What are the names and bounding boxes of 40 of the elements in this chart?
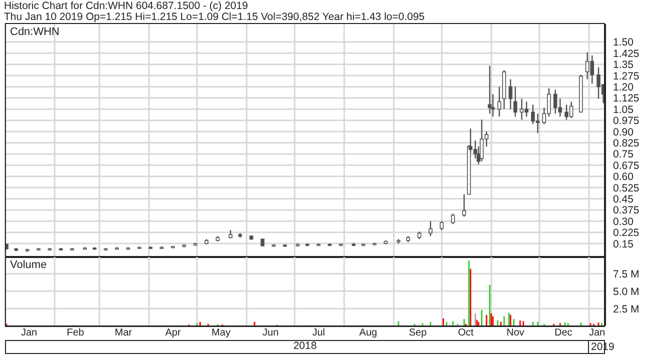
y-tick-label: 1.50 (613, 36, 634, 49)
x-tick-label: Nov (506, 328, 524, 338)
y-tick-label: 0.225 (613, 227, 640, 240)
y-tick-label: 0.375 (613, 204, 640, 217)
chart-title: Historic Chart for Cdn:WHN 604.687.1500 - (c) 2019 (4, 0, 249, 12)
y-tick-label: 0.825 (613, 137, 640, 150)
y-tick-label: 0.60 (613, 171, 634, 184)
x-tick-label: Jun (262, 328, 279, 338)
y-tick-label: 0.30 (613, 216, 634, 228)
x-tick-label: Mar (114, 328, 133, 338)
y-tick-label: 2.5 M (613, 303, 640, 316)
y-tick-label: 7.5 M (613, 268, 640, 280)
y-tick-label: 1.425 (613, 48, 640, 60)
y-tick-label: 0.525 (613, 182, 640, 194)
x-tick-label: Sep (408, 328, 428, 338)
annotation: Cdn:WHN (10, 26, 60, 38)
y-tick-label: 1.05 (613, 104, 634, 116)
x-axis-title: 2018 (293, 340, 317, 352)
y-tick-label: 1.35 (613, 59, 634, 72)
y-tick-label: 0.675 (613, 160, 640, 172)
x-tick-label: Oct (458, 328, 474, 338)
y-tick-label: 0.90 (613, 126, 634, 138)
x-tick-label: Jan (20, 328, 38, 338)
y-tick-label: 0.975 (613, 115, 640, 128)
y-tick-label: 1.275 (613, 70, 640, 82)
x-tick-label: Dec (554, 328, 572, 338)
x-tick-label: May (212, 328, 230, 338)
annotation: Volume (10, 259, 47, 271)
y-tick-label: 0.45 (613, 193, 634, 206)
y-tick-label: 0.75 (613, 148, 634, 161)
x-tick-label: Feb (66, 328, 84, 338)
y-tick-label: 1.125 (613, 92, 640, 105)
y-tick-label: 1.20 (613, 81, 634, 94)
x-tick-label: Apr (165, 328, 182, 338)
chart-subtitle: Thu Jan 10 2019 Op=1.215 Hi=1.215 Lo=1.09 Cl=1.15 Vol=390,852 Year hi=1.43 lo=0.095 (4, 11, 425, 23)
x-tick-label: Jan (588, 328, 606, 338)
y-tick-label: 5.0 M (613, 286, 640, 298)
x-tick-label: Aug (359, 328, 378, 338)
y-tick-label: 0.15 (613, 238, 634, 250)
x-tick-label: Jul (312, 328, 325, 338)
